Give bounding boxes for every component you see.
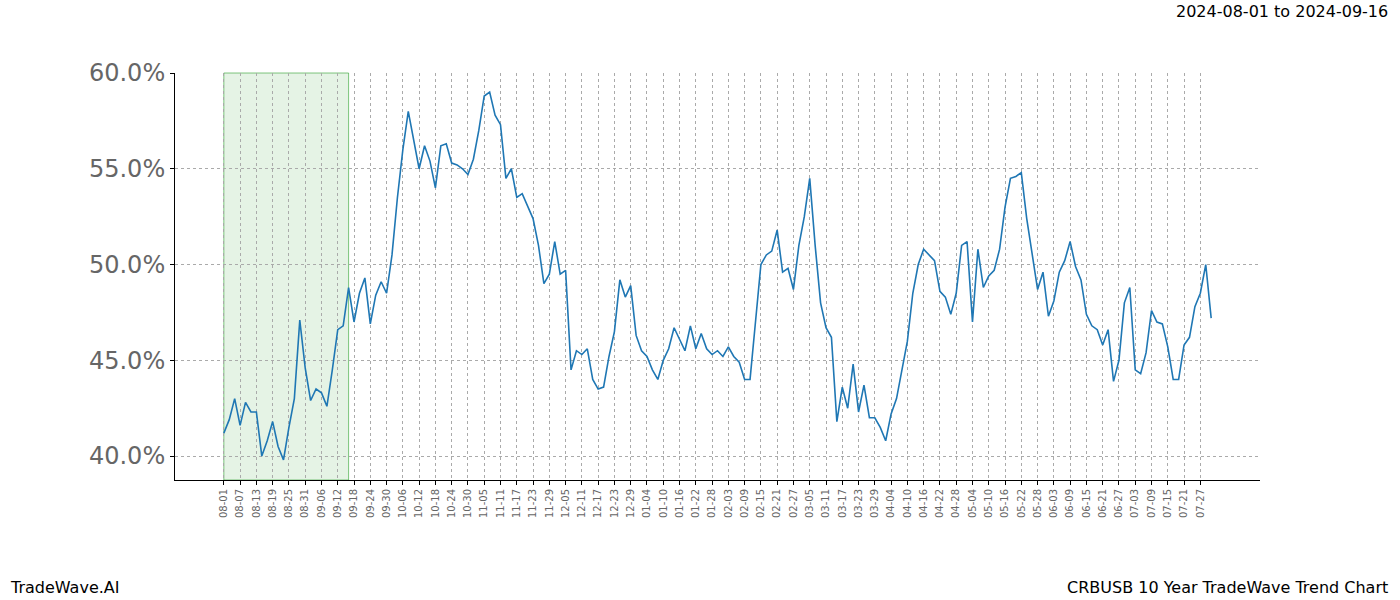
svg-text:09-06: 09-06 — [316, 489, 327, 518]
svg-text:06-09: 06-09 — [1064, 489, 1075, 518]
svg-text:05-22: 05-22 — [1016, 489, 1027, 518]
svg-text:50.0%: 50.0% — [89, 251, 165, 279]
svg-text:09-12: 09-12 — [332, 489, 343, 518]
svg-text:06-03: 06-03 — [1048, 489, 1059, 518]
svg-text:04-22: 04-22 — [934, 489, 945, 518]
svg-text:03-11: 03-11 — [820, 489, 831, 518]
svg-text:07-09: 07-09 — [1146, 489, 1157, 518]
svg-text:10-24: 10-24 — [446, 489, 457, 518]
svg-text:03-23: 03-23 — [853, 489, 864, 518]
svg-text:07-03: 07-03 — [1129, 489, 1140, 518]
svg-text:12-05: 12-05 — [560, 489, 571, 518]
svg-text:07-21: 07-21 — [1178, 489, 1189, 518]
svg-text:09-24: 09-24 — [365, 489, 376, 518]
svg-text:40.0%: 40.0% — [89, 442, 165, 470]
svg-text:02-09: 02-09 — [739, 489, 750, 518]
svg-text:03-17: 03-17 — [837, 489, 848, 518]
svg-text:10-06: 10-06 — [397, 489, 408, 518]
svg-text:05-28: 05-28 — [1032, 489, 1043, 518]
svg-text:12-29: 12-29 — [625, 489, 636, 518]
svg-text:10-12: 10-12 — [413, 489, 424, 518]
svg-text:45.0%: 45.0% — [89, 347, 165, 375]
svg-text:01-28: 01-28 — [706, 489, 717, 518]
svg-text:08-01: 08-01 — [218, 489, 229, 518]
svg-text:05-04: 05-04 — [967, 489, 978, 518]
svg-text:55.0%: 55.0% — [89, 155, 165, 183]
svg-text:06-27: 06-27 — [1113, 489, 1124, 518]
svg-text:10-30: 10-30 — [462, 489, 473, 518]
svg-text:08-31: 08-31 — [299, 489, 310, 518]
svg-text:11-23: 11-23 — [527, 489, 538, 518]
svg-text:04-28: 04-28 — [950, 489, 961, 518]
svg-text:07-27: 07-27 — [1195, 489, 1206, 518]
svg-text:11-17: 11-17 — [511, 489, 522, 518]
svg-text:11-29: 11-29 — [544, 489, 555, 518]
svg-text:09-18: 09-18 — [348, 489, 359, 518]
svg-text:01-04: 01-04 — [641, 489, 652, 518]
svg-text:05-16: 05-16 — [999, 489, 1010, 518]
svg-text:01-10: 01-10 — [658, 489, 669, 518]
svg-text:02-03: 02-03 — [723, 489, 734, 518]
svg-text:60.0%: 60.0% — [89, 59, 165, 87]
svg-text:03-05: 03-05 — [804, 489, 815, 518]
svg-text:TradeWave.AI: TradeWave.AI — [10, 578, 119, 597]
svg-text:08-19: 08-19 — [267, 489, 278, 518]
svg-text:10-18: 10-18 — [430, 489, 441, 518]
svg-text:01-22: 01-22 — [690, 489, 701, 518]
svg-text:04-16: 04-16 — [918, 489, 929, 518]
svg-text:02-27: 02-27 — [788, 489, 799, 518]
svg-text:07-15: 07-15 — [1162, 489, 1173, 518]
svg-text:08-13: 08-13 — [251, 489, 262, 518]
svg-text:11-11: 11-11 — [495, 489, 506, 518]
svg-text:06-15: 06-15 — [1081, 489, 1092, 518]
svg-text:06-21: 06-21 — [1097, 489, 1108, 518]
svg-text:11-05: 11-05 — [478, 489, 489, 518]
svg-text:04-04: 04-04 — [885, 489, 896, 518]
svg-text:09-30: 09-30 — [381, 489, 392, 518]
svg-text:12-11: 12-11 — [576, 489, 587, 518]
svg-text:05-10: 05-10 — [983, 489, 994, 518]
svg-text:08-07: 08-07 — [234, 489, 245, 518]
svg-text:03-29: 03-29 — [869, 489, 880, 518]
svg-text:12-17: 12-17 — [592, 489, 603, 518]
svg-text:CRBUSB 10 Year TradeWave Trend: CRBUSB 10 Year TradeWave Trend Chart — [1067, 578, 1388, 597]
svg-text:04-10: 04-10 — [902, 489, 913, 518]
svg-text:02-21: 02-21 — [771, 489, 782, 518]
svg-text:01-16: 01-16 — [674, 489, 685, 518]
svg-text:08-25: 08-25 — [283, 489, 294, 518]
svg-text:02-15: 02-15 — [755, 489, 766, 518]
svg-text:12-23: 12-23 — [609, 489, 620, 518]
svg-text:2024-08-01 to 2024-09-16: 2024-08-01 to 2024-09-16 — [1176, 2, 1388, 21]
